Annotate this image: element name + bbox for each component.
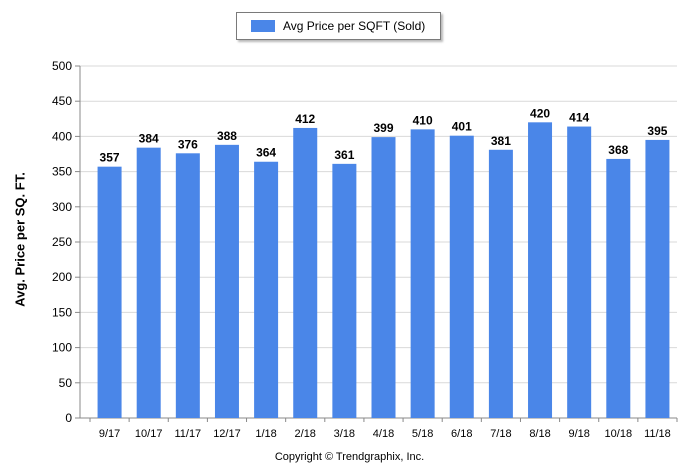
y-tick-label: 200 <box>52 270 72 284</box>
y-axis-label: Avg. Price per SQ. FT. <box>12 172 28 307</box>
data-label: 376 <box>178 137 198 151</box>
x-tick-label: 1/18 <box>255 428 276 440</box>
x-tick-label: 8/18 <box>529 428 550 440</box>
x-tick-label: 12/17 <box>213 428 241 440</box>
data-label: 414 <box>569 111 589 125</box>
y-tick-label: 0 <box>65 411 72 425</box>
x-tick-label: 7/18 <box>490 428 511 440</box>
bar <box>528 122 553 418</box>
bar <box>293 127 318 419</box>
bar <box>136 147 161 418</box>
y-tick-label: 50 <box>59 376 73 390</box>
x-tick-label: 10/17 <box>135 428 163 440</box>
x-tick-label: 2/18 <box>295 428 316 440</box>
y-tick-label: 300 <box>52 200 72 214</box>
y-tick-label: 250 <box>52 235 72 249</box>
bar <box>97 166 122 418</box>
bar <box>488 149 513 418</box>
bar <box>214 144 239 418</box>
bar <box>371 137 396 418</box>
chart-legend: Avg Price per SQFT (Sold) <box>236 12 441 40</box>
bar <box>645 139 670 419</box>
x-tick-label: 4/18 <box>373 428 394 440</box>
bar <box>567 126 592 418</box>
bar <box>449 135 474 419</box>
data-label: 412 <box>295 112 315 126</box>
data-label: 420 <box>530 106 550 120</box>
bar <box>606 158 631 419</box>
data-label: 401 <box>452 120 472 134</box>
y-tick-label: 400 <box>52 129 72 143</box>
data-label: 361 <box>334 148 354 162</box>
data-label: 368 <box>608 143 628 157</box>
data-label: 399 <box>373 121 393 135</box>
data-label: 388 <box>217 129 237 143</box>
y-tick-label: 350 <box>52 165 72 179</box>
x-tick-label: 3/18 <box>334 428 355 440</box>
data-label: 395 <box>647 124 667 138</box>
data-label: 410 <box>413 113 433 127</box>
legend-label: Avg Price per SQFT (Sold) <box>283 19 426 33</box>
x-tick-label: 11/18 <box>644 428 671 440</box>
copyright-text: Copyright © Trendgraphix, Inc. <box>274 451 425 463</box>
data-label: 381 <box>491 134 511 148</box>
data-label: 364 <box>256 146 276 160</box>
x-tick-label: 10/18 <box>605 428 633 440</box>
data-label: 384 <box>139 132 159 146</box>
data-label: 357 <box>100 151 120 165</box>
x-tick-label: 9/17 <box>99 428 120 440</box>
y-tick-label: 150 <box>52 305 72 319</box>
bar <box>332 163 357 418</box>
x-tick-label: 11/17 <box>174 428 201 440</box>
legend-swatch <box>251 20 275 32</box>
bar <box>254 161 279 418</box>
y-tick-label: 450 <box>52 94 72 108</box>
x-tick-label: 9/18 <box>568 428 589 440</box>
bar <box>410 129 435 419</box>
y-tick-label: 100 <box>52 341 72 355</box>
x-tick-label: 5/18 <box>412 428 433 440</box>
x-tick-label: 6/18 <box>451 428 472 440</box>
y-tick-label: 500 <box>52 59 72 73</box>
bar <box>175 153 200 418</box>
